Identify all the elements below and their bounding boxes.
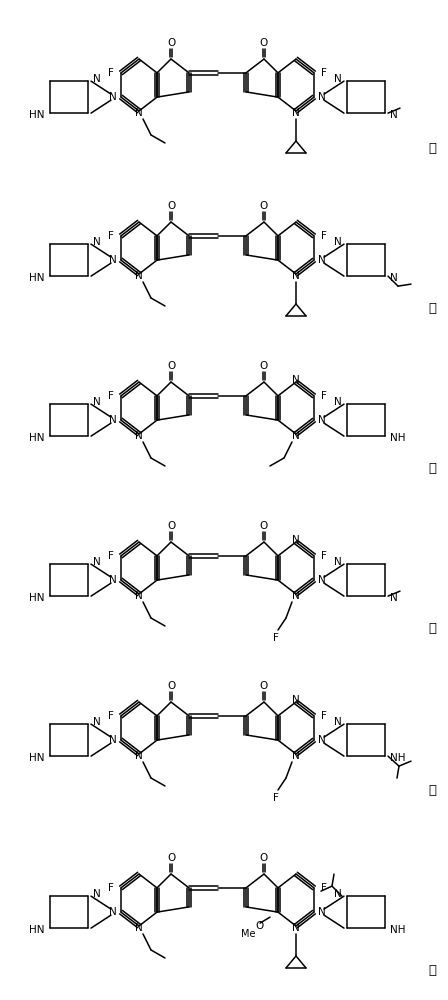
Text: N: N [109, 735, 117, 745]
Text: HN: HN [30, 433, 45, 443]
Text: F: F [108, 231, 114, 241]
Text: O: O [260, 201, 268, 211]
Text: O: O [167, 521, 175, 531]
Text: F: F [108, 391, 114, 401]
Text: N: N [334, 557, 342, 567]
Text: O: O [256, 921, 264, 931]
Text: N: N [93, 397, 101, 407]
Text: N: N [109, 92, 117, 102]
Text: F: F [321, 231, 327, 241]
Text: F: F [273, 633, 279, 643]
Text: N: N [292, 375, 300, 385]
Text: N: N [334, 889, 342, 899]
Text: 或: 或 [428, 964, 436, 976]
Text: O: O [260, 853, 268, 863]
Text: NH: NH [390, 753, 405, 763]
Text: N: N [292, 431, 300, 441]
Text: O: O [260, 361, 268, 371]
Text: N: N [292, 271, 300, 281]
Text: F: F [321, 551, 327, 561]
Text: N: N [292, 923, 300, 933]
Text: N: N [109, 907, 117, 917]
Text: O: O [167, 853, 175, 863]
Text: HN: HN [30, 273, 45, 283]
Text: O: O [260, 681, 268, 691]
Text: NH: NH [390, 925, 405, 935]
Text: O: O [167, 681, 175, 691]
Text: N: N [318, 255, 326, 265]
Text: HN: HN [30, 925, 45, 935]
Text: N: N [292, 108, 300, 118]
Text: N: N [93, 717, 101, 727]
Text: N: N [318, 907, 326, 917]
Text: F: F [108, 711, 114, 721]
Text: N: N [292, 695, 300, 705]
Text: Me: Me [241, 929, 255, 939]
Text: N: N [135, 923, 143, 933]
Text: HN: HN [30, 593, 45, 603]
Text: N: N [109, 575, 117, 585]
Text: F: F [108, 551, 114, 561]
Text: F: F [321, 391, 327, 401]
Text: F: F [108, 68, 114, 78]
Text: F: F [321, 68, 327, 78]
Text: F: F [273, 793, 279, 803]
Text: N: N [318, 92, 326, 102]
Text: 或: 或 [428, 302, 436, 314]
Text: N: N [390, 273, 398, 283]
Text: F: F [108, 883, 114, 893]
Text: N: N [93, 889, 101, 899]
Text: N: N [135, 591, 143, 601]
Text: N: N [135, 431, 143, 441]
Text: NH: NH [390, 433, 405, 443]
Text: N: N [93, 557, 101, 567]
Text: O: O [167, 361, 175, 371]
Text: N: N [318, 735, 326, 745]
Text: N: N [292, 535, 300, 545]
Text: 或: 或 [428, 621, 436, 635]
Text: O: O [167, 38, 175, 48]
Text: O: O [260, 38, 268, 48]
Text: F: F [321, 711, 327, 721]
Text: 或: 或 [428, 462, 436, 475]
Text: N: N [390, 110, 398, 120]
Text: N: N [318, 575, 326, 585]
Text: N: N [109, 255, 117, 265]
Text: 或: 或 [428, 141, 436, 154]
Text: 或: 或 [428, 784, 436, 796]
Text: N: N [390, 593, 398, 603]
Text: O: O [167, 201, 175, 211]
Text: N: N [292, 591, 300, 601]
Text: N: N [93, 74, 101, 84]
Text: N: N [334, 237, 342, 247]
Text: N: N [109, 415, 117, 425]
Text: N: N [292, 751, 300, 761]
Text: O: O [260, 521, 268, 531]
Text: N: N [334, 397, 342, 407]
Text: N: N [135, 751, 143, 761]
Text: N: N [334, 717, 342, 727]
Text: HN: HN [30, 110, 45, 120]
Text: N: N [93, 237, 101, 247]
Text: N: N [334, 74, 342, 84]
Text: F: F [321, 883, 327, 893]
Text: HN: HN [30, 753, 45, 763]
Text: N: N [318, 415, 326, 425]
Text: N: N [135, 271, 143, 281]
Text: N: N [135, 108, 143, 118]
